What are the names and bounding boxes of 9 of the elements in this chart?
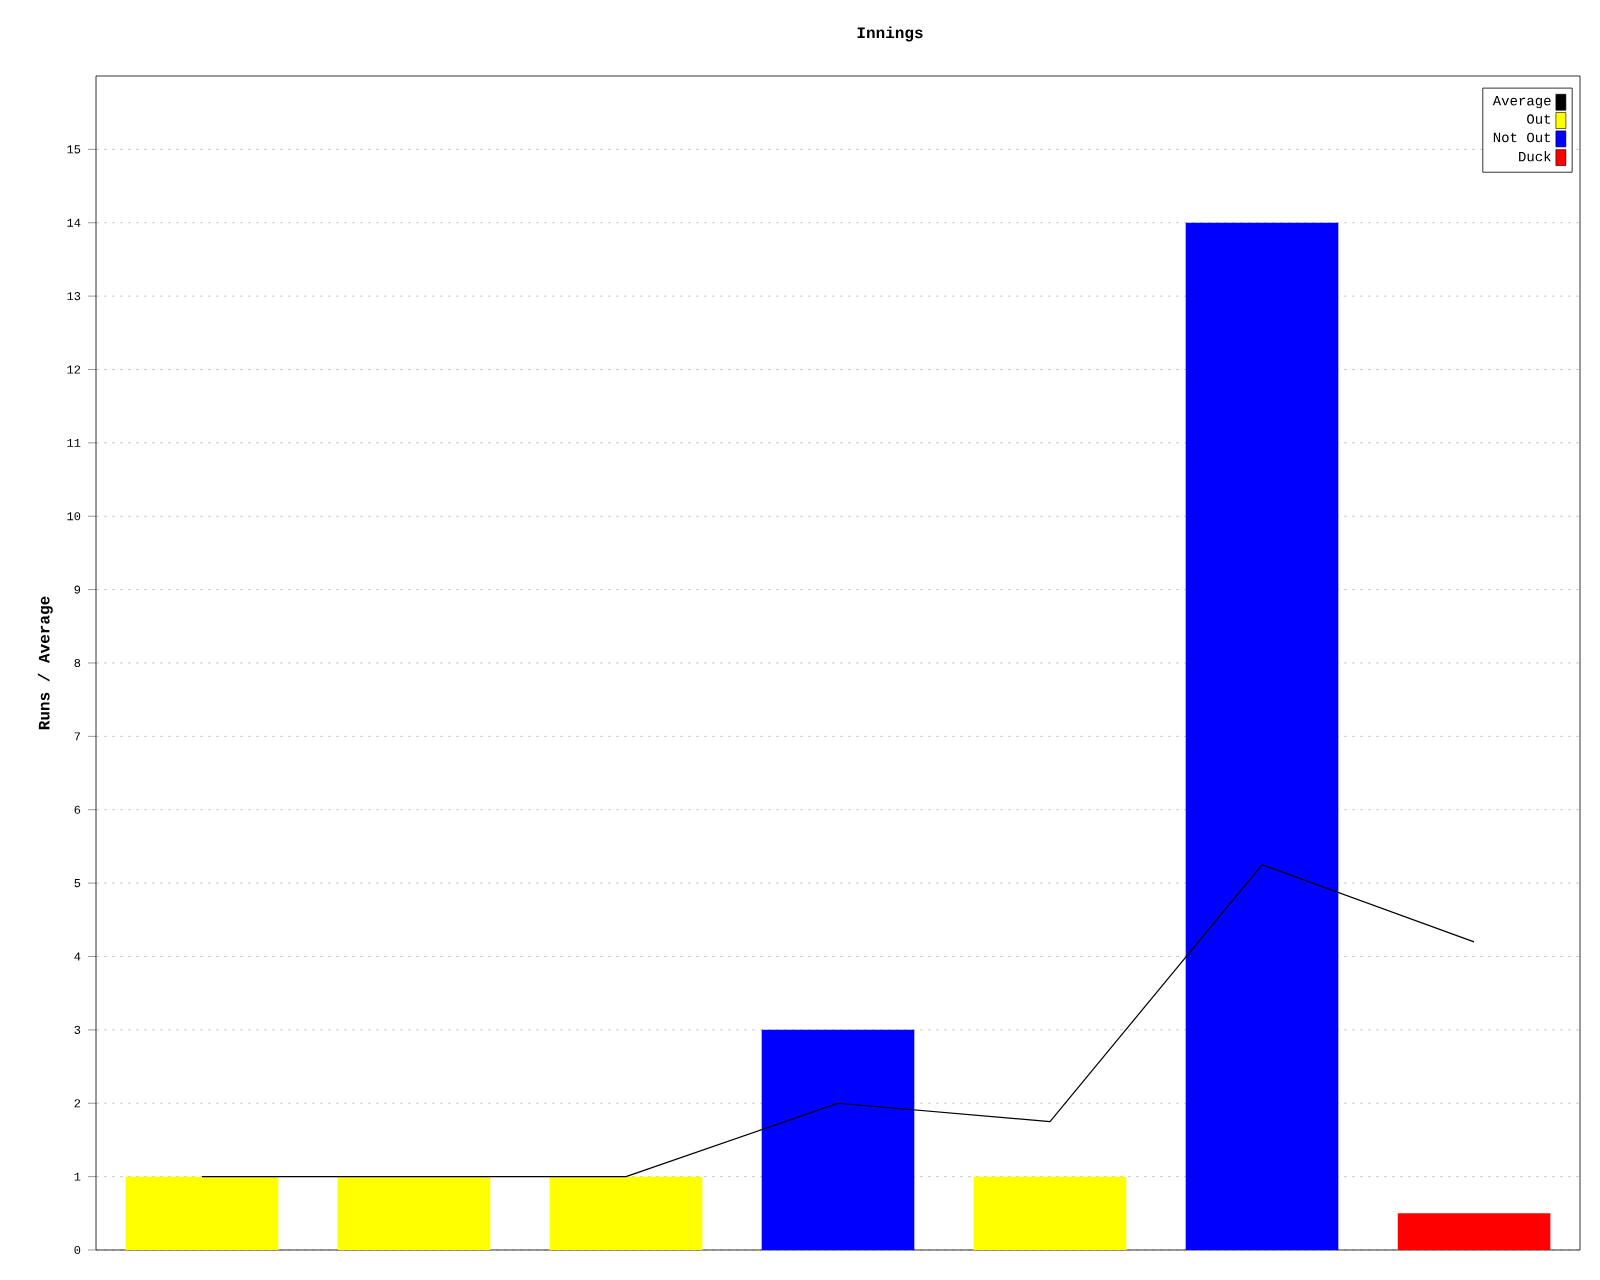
bar <box>125 1176 279 1250</box>
chart-title: Innings <box>857 26 923 42</box>
bar <box>1397 1213 1551 1250</box>
bar <box>1185 222 1339 1250</box>
y-axis-title: Runs / Average <box>37 596 53 730</box>
bar <box>549 1176 703 1250</box>
bar <box>337 1176 491 1250</box>
bar <box>973 1176 1127 1250</box>
bar <box>761 1029 915 1250</box>
